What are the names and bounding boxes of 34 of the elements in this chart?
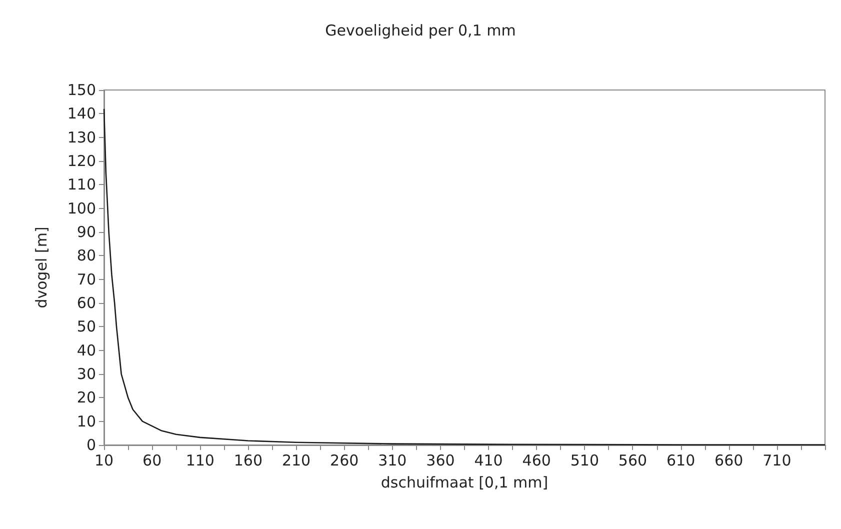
x-tick-label: 560	[618, 452, 648, 470]
x-tick-label: 110	[186, 452, 214, 470]
y-tick-label: 120	[67, 152, 96, 170]
y-tick-label: 110	[67, 176, 96, 194]
y-tick-label: 100	[67, 199, 96, 218]
x-tick-label: 10	[94, 452, 114, 470]
x-tick-label: 310	[378, 452, 407, 470]
y-tick-label: 50	[76, 318, 96, 336]
x-axis-title: dschuifmaat [0,1 mm]	[380, 474, 548, 492]
x-tick-label: 660	[714, 452, 744, 470]
x-tick-label: 260	[330, 452, 359, 470]
chart-title: Gevoeligheid per 0,1 mm	[325, 22, 516, 40]
y-axis-title: dvogel [m]	[32, 226, 50, 308]
x-tick-label: 210	[282, 452, 311, 470]
y-tick-label: 70	[76, 270, 96, 288]
x-tick-label: 610	[666, 452, 696, 470]
x-tick-label: 510	[570, 452, 599, 470]
y-tick-label: 130	[67, 128, 96, 146]
y-tick-label: 30	[76, 365, 96, 383]
y-tick-label: 0	[86, 436, 96, 454]
y-tick-label: 150	[67, 81, 96, 99]
y-tick-label: 10	[76, 412, 96, 430]
x-tick-label: 60	[142, 452, 162, 470]
y-tick-label: 90	[76, 223, 96, 241]
y-tick-label: 60	[76, 294, 96, 312]
y-tick-label: 40	[76, 341, 96, 360]
y-tick-label: 20	[76, 388, 96, 407]
x-tick-label: 710	[762, 452, 792, 470]
x-tick-label: 460	[522, 452, 551, 470]
x-tick-label: 360	[426, 452, 455, 470]
y-tick-label: 80	[76, 246, 96, 265]
x-tick-label: 410	[474, 452, 503, 470]
y-tick-label: 140	[67, 104, 96, 123]
x-tick-label: 160	[234, 452, 263, 470]
